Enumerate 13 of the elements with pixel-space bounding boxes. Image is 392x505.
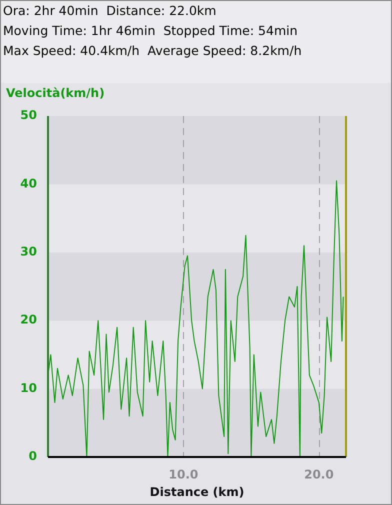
y-tick-label: 20 xyxy=(20,312,37,327)
y-axis-title: Velocità(km/h) xyxy=(6,86,105,100)
y-tick-label: 50 xyxy=(20,108,37,122)
y-tick-label: 0 xyxy=(28,449,37,464)
x-axis-title: Distance (km) xyxy=(150,484,244,499)
text: Max Speed: 40.4km/h Average Speed: 8.2km/h xyxy=(3,42,303,60)
y-tick-label: 40 xyxy=(20,176,37,190)
chart-title: Ora: 2hr 40min Distance: 22.0km xyxy=(3,2,218,20)
x-tick-label: 20.0 xyxy=(304,467,334,482)
x-tick-label: 10.0 xyxy=(168,467,198,482)
y-tick-label: 10 xyxy=(20,380,37,395)
y-tick-label: 30 xyxy=(20,244,37,259)
chart-subtitle: Moving Time: 1hr 46min Stopped Time: 54min xyxy=(3,22,299,40)
